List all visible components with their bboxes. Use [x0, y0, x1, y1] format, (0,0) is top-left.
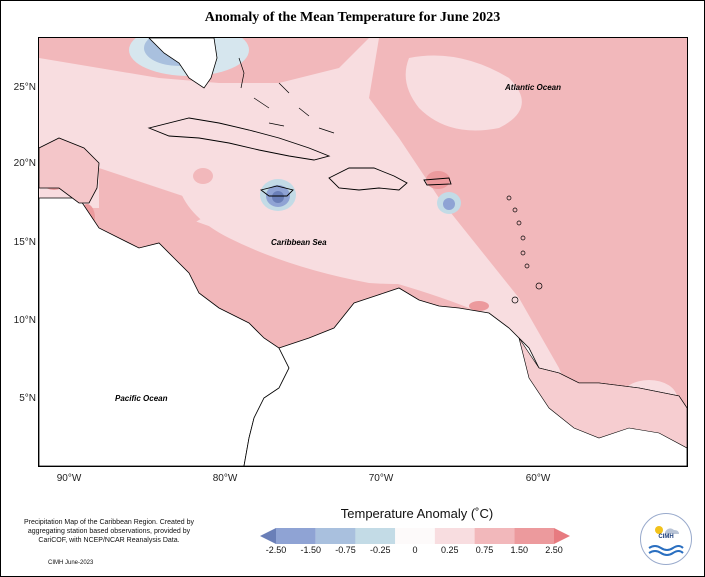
legend-swatch	[276, 528, 316, 544]
land-florida	[148, 38, 218, 89]
y-tick-5n: 5°N	[19, 393, 36, 404]
x-tick-60w: 60°W	[525, 473, 551, 484]
wave-icon	[648, 545, 684, 551]
y-tick-10n: 10°N	[13, 315, 36, 326]
anomaly-field-atlantic-light	[405, 55, 522, 131]
wave-icon-2	[648, 550, 684, 556]
legend-swatch	[434, 528, 475, 544]
legend-colorbar	[260, 528, 570, 544]
land-yucatan	[39, 137, 100, 204]
land-puertorico	[423, 177, 452, 186]
cloud-icon	[665, 528, 679, 534]
land-guianas	[518, 337, 687, 449]
legend-swatch	[355, 528, 396, 544]
label-pacific-ocean: Pacific Ocean	[115, 394, 168, 403]
anomaly-hotspot-coast	[469, 301, 489, 311]
legend-label: -0.75	[335, 545, 356, 555]
x-tick-90w: 90°W	[56, 473, 82, 484]
anomaly-coldspot-pr-core	[443, 198, 455, 210]
label-atlantic-ocean: Atlantic Ocean	[505, 83, 562, 92]
land-hispaniola	[328, 167, 408, 191]
legend-title: Temperature Anomaly (˚C)	[340, 506, 494, 521]
y-tick-20n: 20°N	[13, 158, 36, 169]
footer-note: Precipitation Map of the Caribbean Regio…	[23, 519, 195, 544]
legend-label: -2.50	[265, 545, 287, 555]
legend-label: 0.75	[475, 545, 494, 555]
legend-swatch	[395, 528, 435, 544]
anomaly-patch-cuba	[193, 168, 213, 184]
legend-swatch	[474, 528, 515, 544]
anomaly-field-atlantic	[369, 38, 687, 466]
land-lesser-antilles	[506, 195, 543, 304]
x-tick-70w: 70°W	[368, 473, 394, 484]
land-cuba	[147, 117, 331, 161]
legend-label: 0.25	[440, 545, 459, 555]
legend-swatch	[514, 528, 554, 544]
legend-label: -0.25	[369, 545, 391, 555]
legend-label: -1.50	[300, 545, 321, 555]
legend-label: 0	[412, 545, 418, 555]
legend-label: 1.50	[510, 545, 529, 555]
anomaly-field-gulf	[99, 168, 219, 238]
land-jamaica	[259, 185, 294, 197]
y-tick-25n: 25°N	[13, 82, 36, 93]
land-bahamas	[238, 57, 335, 134]
logo-text: CIMH	[658, 534, 674, 540]
anomaly-coldspot-jamaica-core	[272, 191, 284, 203]
label-caribbean-sea: Caribbean Sea	[271, 238, 327, 247]
legend-swatch	[315, 528, 356, 544]
y-tick-15n: 15°N	[13, 237, 36, 248]
map-canvas	[39, 38, 687, 466]
legend-label: 2.50	[545, 545, 563, 555]
legend-swatch-max	[554, 528, 570, 544]
footer-date: CIMH June-2023	[48, 560, 94, 566]
legend-swatch-min	[260, 528, 276, 544]
map-panel: Atlantic Ocean Caribbean Sea Pacific Oce…	[38, 37, 688, 467]
map-title: Anomaly of the Mean Temperature for June…	[204, 10, 501, 25]
x-tick-80w: 80°W	[212, 473, 238, 484]
anomaly-field-central-light	[179, 188, 469, 284]
sun-icon	[655, 526, 663, 534]
cimh-logo: CIMH	[640, 513, 692, 565]
